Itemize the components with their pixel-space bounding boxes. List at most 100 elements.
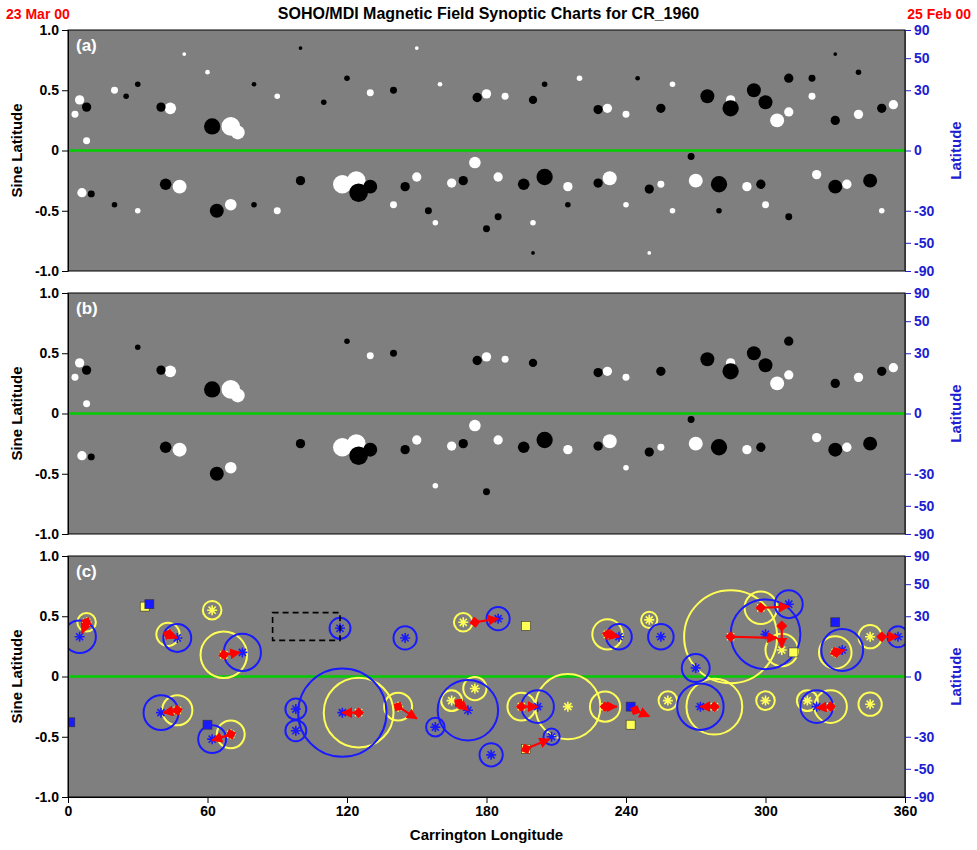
field-patch	[529, 96, 537, 104]
field-patch	[785, 213, 792, 220]
displacement-arrow	[224, 652, 240, 654]
field-patch	[367, 89, 374, 96]
field-patch	[700, 352, 714, 366]
field-patch	[856, 69, 862, 75]
tick: 50	[905, 576, 930, 592]
tick: 300	[754, 797, 778, 819]
field-patch	[156, 102, 165, 111]
region-circle	[731, 599, 801, 669]
field-patch	[447, 441, 456, 450]
title: SOHO/MDI Magnetic Field Synoptic Charts …	[278, 5, 700, 22]
tick-label: 60	[200, 803, 216, 819]
region-center	[865, 699, 875, 709]
field-patch	[231, 125, 245, 139]
tick-label: -1.0	[35, 789, 59, 805]
field-patch	[603, 367, 612, 376]
region-center	[458, 617, 468, 627]
tick: 50	[905, 313, 930, 329]
axis-line	[68, 557, 69, 798]
tick: 0.5	[40, 608, 68, 624]
tick-label: 300	[754, 803, 778, 819]
series	[82, 337, 886, 496]
figure: -1.0-0.500.51.0-90-50-300305090Sine Lati…	[0, 0, 977, 850]
region-circle	[68, 620, 96, 653]
tick-label: 360	[894, 803, 918, 819]
region-circle	[543, 729, 559, 745]
tick-mark	[905, 30, 911, 31]
field-patch	[415, 46, 419, 50]
field-patch	[299, 46, 303, 50]
tick: -90	[905, 526, 934, 542]
tick-label: 30	[914, 345, 930, 361]
x-axis-title: Carrington Longitude	[410, 826, 563, 843]
field-patch	[210, 467, 224, 481]
field-patch	[563, 182, 572, 191]
field-patch	[542, 81, 548, 87]
region-circle	[480, 743, 503, 766]
field-patch	[747, 83, 761, 97]
field-patch	[828, 180, 842, 194]
tick-mark	[905, 677, 911, 678]
tick-label: -30	[914, 203, 934, 219]
field-patch	[877, 367, 886, 376]
field-patch	[75, 358, 84, 367]
field-patch	[344, 338, 350, 344]
field-patch	[433, 483, 439, 489]
tick: -30	[905, 466, 934, 482]
tick-mark	[905, 506, 911, 507]
tick-mark	[62, 556, 68, 557]
tick: -0.5	[35, 203, 68, 219]
tick-label: 0	[914, 142, 922, 158]
region-center	[663, 696, 673, 706]
tick-mark	[62, 90, 68, 91]
tick-mark	[62, 211, 68, 212]
field-patch	[447, 178, 456, 187]
field-patch	[879, 208, 885, 214]
tick: -50	[905, 761, 934, 777]
field-patch	[400, 182, 409, 191]
plot-background	[68, 293, 905, 534]
region-circle	[659, 691, 678, 710]
field-patch	[390, 201, 397, 208]
tick: 120	[336, 797, 360, 819]
field-patch	[603, 104, 612, 113]
tick-mark	[905, 474, 911, 475]
equator-line	[68, 675, 905, 678]
field-patch	[593, 368, 602, 377]
field-patch	[231, 388, 245, 402]
tick-mark	[905, 584, 911, 585]
field-patch	[71, 111, 78, 118]
field-patch	[459, 176, 468, 185]
tick: -30	[905, 203, 934, 219]
field-patch	[759, 95, 773, 109]
plot-frame	[68, 30, 905, 271]
field-patch	[565, 202, 571, 208]
field-patch	[88, 453, 95, 460]
displacement-arrow	[82, 622, 87, 633]
square-marker	[522, 621, 531, 630]
tick-label: -1.0	[35, 263, 59, 279]
plot-frame	[68, 556, 905, 797]
region-circle	[285, 720, 306, 741]
tick-mark	[905, 90, 911, 91]
tick-mark	[905, 769, 911, 770]
field-patch	[784, 370, 793, 379]
displacement-arrow	[817, 707, 831, 708]
field-patch	[531, 251, 535, 255]
tick: 0	[51, 668, 68, 684]
tick: 0	[905, 142, 922, 158]
field-patch	[473, 93, 482, 102]
field-patch	[412, 172, 421, 181]
tick: 30	[905, 345, 930, 361]
field-patch	[645, 447, 654, 456]
field-patch	[809, 75, 816, 82]
tick-label: -0.5	[35, 466, 59, 482]
field-patch	[252, 82, 257, 87]
region-circle	[756, 691, 775, 710]
date-annotation: 25 Feb 00	[907, 6, 971, 22]
y2-axis-title: Latitude	[947, 384, 964, 442]
tick: -90	[905, 263, 934, 279]
square-marker	[145, 600, 154, 609]
field-patch	[469, 157, 481, 169]
plot-area	[68, 590, 905, 766]
